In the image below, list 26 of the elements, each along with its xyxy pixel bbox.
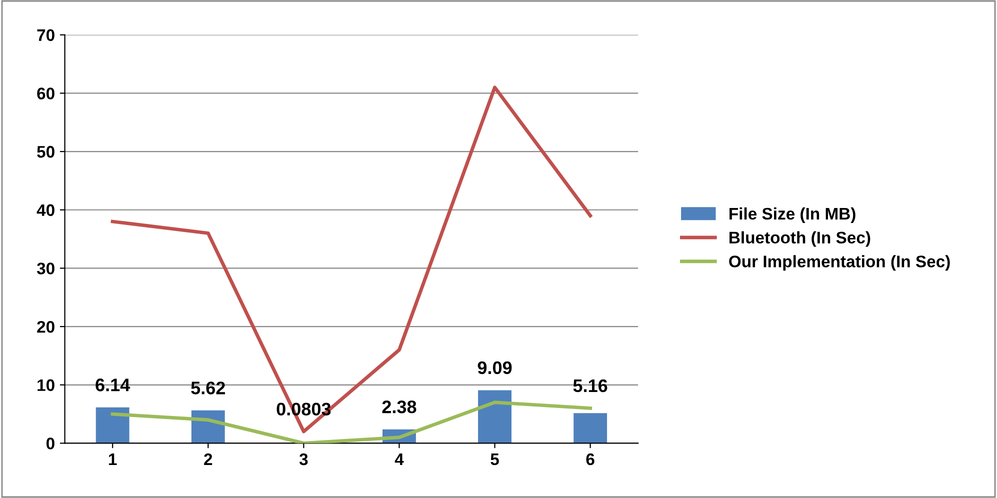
y-tick-label: 40 <box>36 204 54 216</box>
y-tick-label: 10 <box>38 379 54 392</box>
x-tick-label: 2 <box>204 453 212 466</box>
y-tick-label: 70 <box>37 29 54 42</box>
y-tick-label: 60 <box>37 88 54 100</box>
x-tick-label: 4 <box>394 454 404 466</box>
data-label: 6.14 <box>96 378 130 392</box>
data-label: 5.16 <box>573 379 608 392</box>
line-series <box>110 400 592 444</box>
x-tick-label: 1 <box>108 454 117 466</box>
y-tick-label: 20 <box>37 320 54 333</box>
legend-label: File Size (In MB) <box>730 207 856 223</box>
y-tick-label: 30 <box>36 262 54 274</box>
data-label: 2.38 <box>382 400 416 414</box>
y-tick-label: 0 <box>46 438 54 450</box>
y-tick-label: 50 <box>37 146 54 158</box>
x-tick-label: 3 <box>299 453 308 466</box>
bar <box>478 390 512 444</box>
bar <box>574 413 608 444</box>
legend-label: Bluetooth (In Sec) <box>730 231 870 247</box>
x-tick-label: 5 <box>490 454 499 466</box>
bar <box>96 407 130 444</box>
x-tick-label: 6 <box>586 453 594 466</box>
data-label: 9.09 <box>478 361 512 374</box>
legend-label: Our Implementation (In Sec) <box>729 255 950 271</box>
data-label: 5.62 <box>191 382 225 394</box>
